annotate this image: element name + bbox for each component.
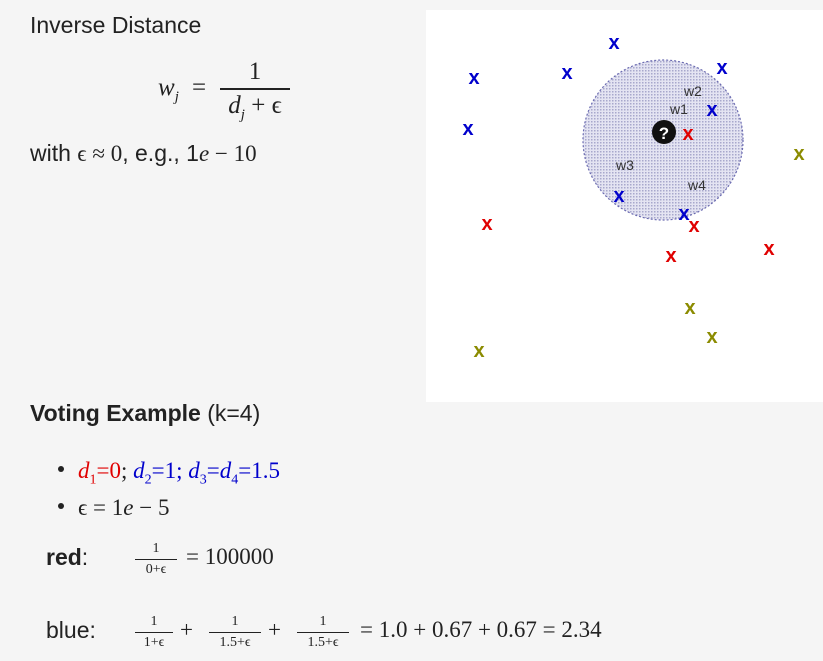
label-w3: w3 [615,157,634,173]
fraction-bar [220,88,290,90]
olive-point-13: x [793,143,804,165]
blue-point-6: x [613,185,624,207]
red-fraction: 1 0+ϵ [135,541,177,578]
formula-equals: = [192,74,207,101]
voting-example-title: Voting Example (k=4) [30,400,261,426]
blue-label: blue: [46,617,96,643]
blue-fraction-2: 1 1.5+ϵ [209,614,261,651]
formula-lhs: wj [158,74,179,105]
section-title: Inverse Distance [30,12,202,38]
query-symbol: ? [659,124,669,143]
blue-fraction-3: 1 1.5+ϵ [297,614,349,651]
red-point-11: x [665,245,676,267]
epsilon-note: with ϵ ≈ 0, e.g., 1e − 10 [30,140,257,166]
plus-sign: + [180,617,193,642]
red-result: = 100000 [186,544,274,569]
blue-point-3: x [716,57,727,79]
red-point-9: x [481,213,492,235]
plus-sign: + [268,617,281,642]
bullet-epsilon: ϵ = 1e − 5 [58,494,169,521]
formula-fraction: 1 dj + ϵ [220,58,290,124]
blue-result: = 1.0 + 0.67 + 0.67 = 2.34 [360,617,602,642]
label-w4: w4 [687,177,706,193]
olive-point-16: x [473,340,484,362]
blue-point-4: x [706,99,717,121]
blue-point-7: x [678,203,689,225]
olive-point-14: x [684,297,695,319]
query-point-icon [652,120,676,144]
red-point-8: x [682,123,693,145]
label-w1: w1 [669,101,688,117]
blue-point-0: x [468,67,479,89]
blue-point-5: x [462,118,473,140]
formula-numerator: 1 [248,58,262,85]
d2-d4-values: d2=1; d3=d4=1.5 [133,458,280,488]
red-point-10: x [688,215,699,237]
red-label: red: [46,544,89,570]
red-point-12: x [763,238,774,260]
bullet-dot [58,465,64,472]
d1-value: d1=0 [78,458,121,488]
blue-fraction-1: 1 1+ϵ [135,614,173,651]
bullet-dot [58,502,64,509]
bullet-distances: d1=0; d2=1; d3=d4=1.5 [58,457,280,489]
formula-denominator: dj + ϵ [228,91,282,123]
blue-point-2: x [608,32,619,54]
blue-point-1: x [561,62,572,84]
olive-point-15: x [706,326,717,348]
label-w2: w2 [683,83,702,99]
